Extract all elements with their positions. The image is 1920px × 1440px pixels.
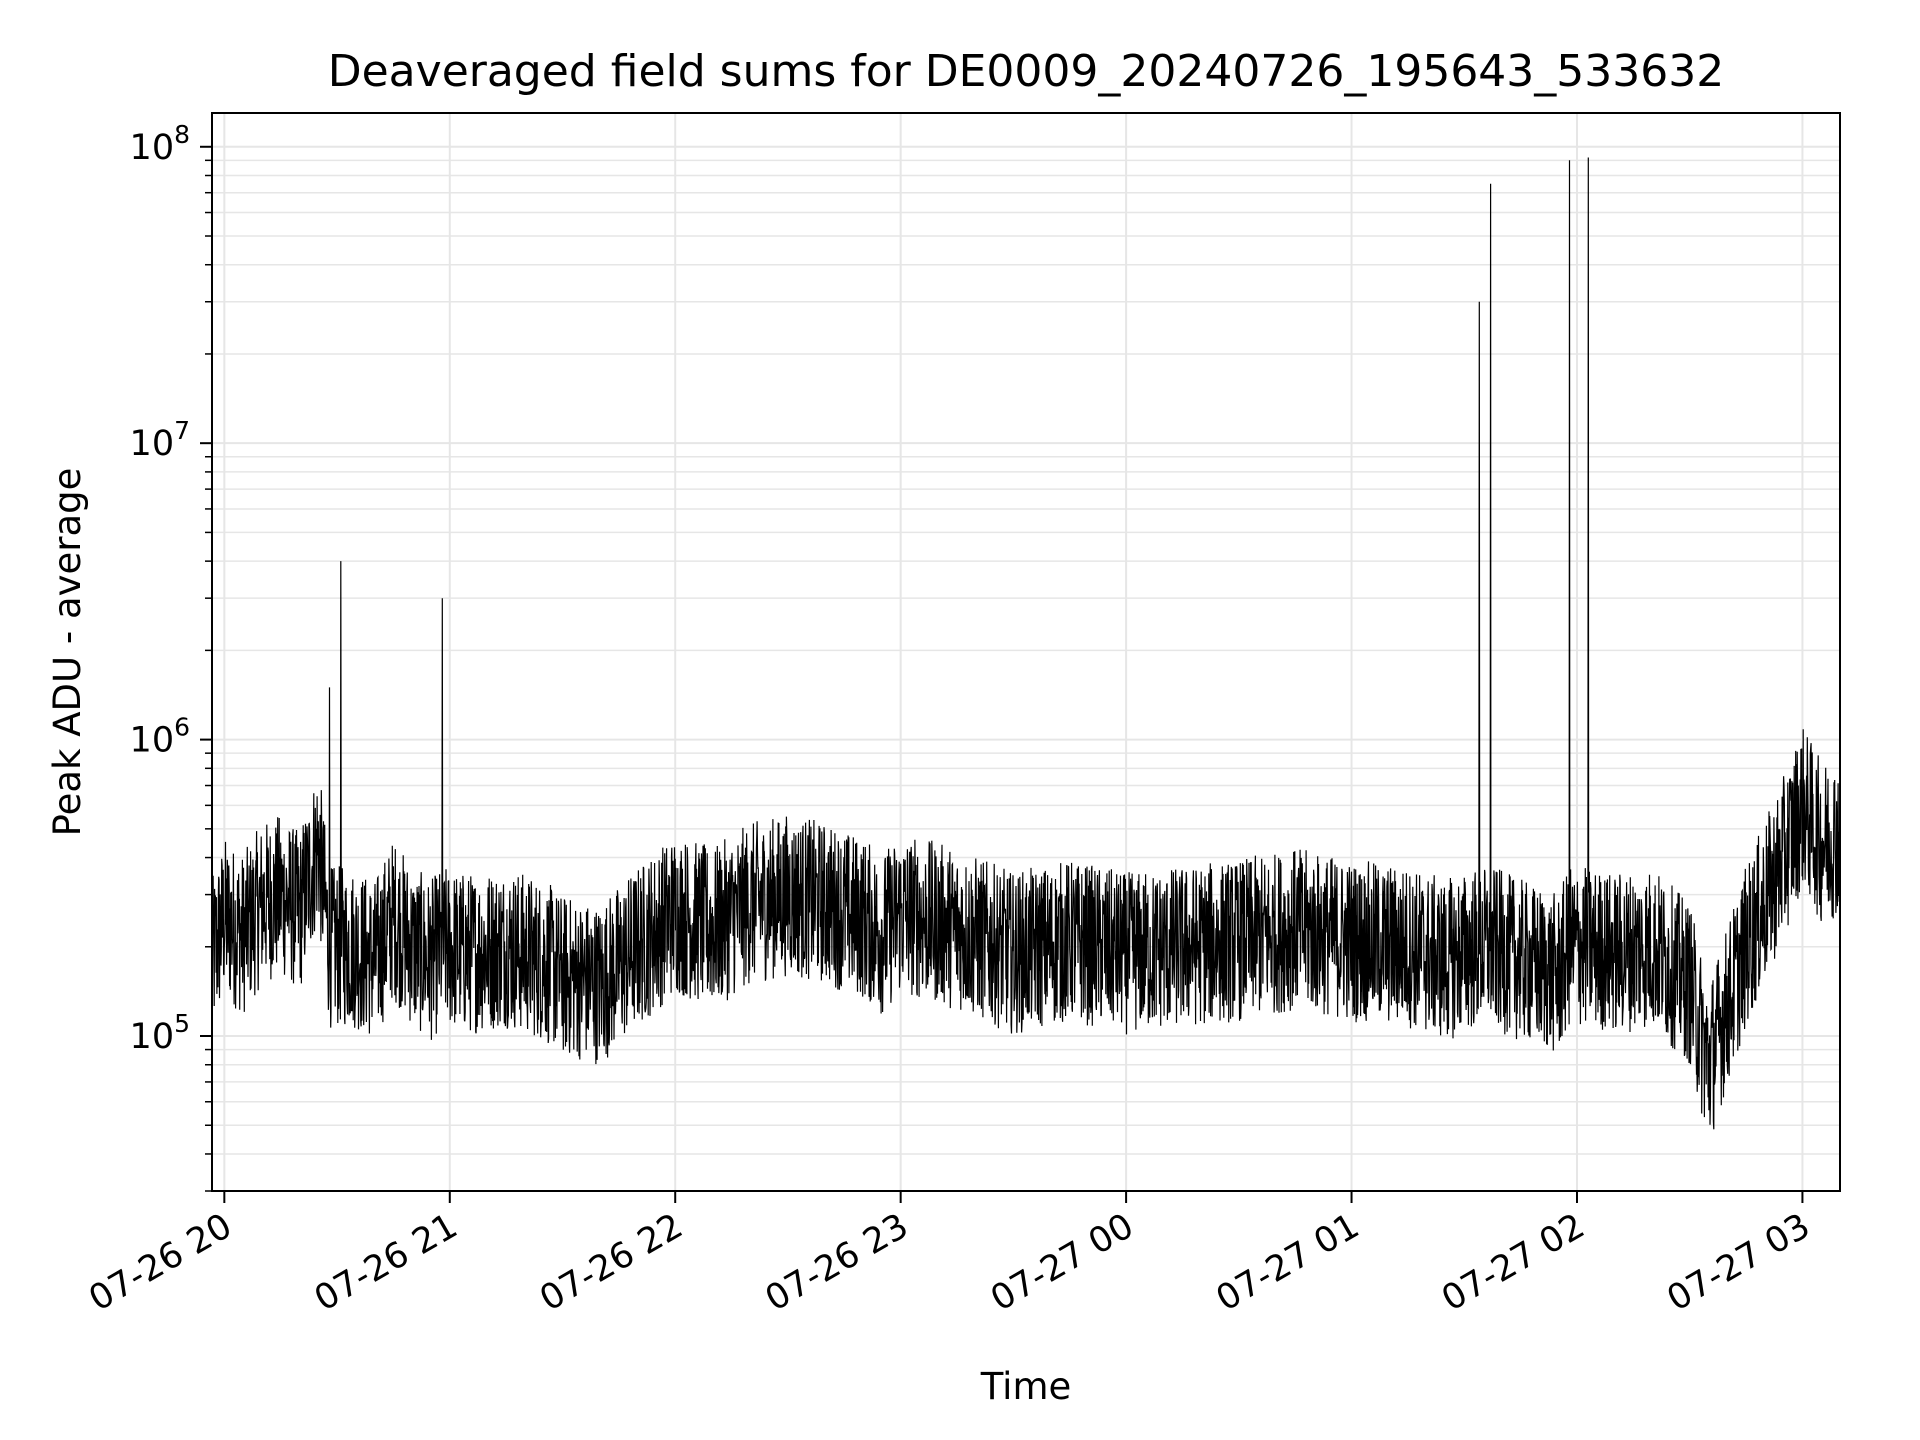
x-tick-label: 07-27 00 (984, 1206, 1140, 1319)
x-axis-label: Time (980, 1365, 1072, 1408)
x-tick-label: 07-27 02 (1435, 1206, 1591, 1319)
y-axis-label: Peak ADU - average (46, 468, 89, 837)
y-tick-label: 107 (130, 416, 190, 464)
chart-title: Deaveraged field sums for DE0009_2024072… (328, 46, 1725, 97)
y-tick-label: 106 (130, 713, 190, 761)
x-axis: 07-26 20 07-26 21 07-26 22 07-26 23 07-27 00… (83, 1191, 1817, 1319)
x-tick-label: 07-26 20 (83, 1206, 239, 1319)
plot-frame (211, 112, 1841, 1192)
x-tick-label: 07-27 03 (1661, 1206, 1817, 1319)
x-tick-label: 07-27 01 (1210, 1206, 1366, 1319)
grid (212, 113, 1840, 1192)
y-axis: 105 106 107 108 (130, 120, 212, 1192)
x-tick-label: 07-26 23 (759, 1206, 915, 1319)
x-tick-label: 07-26 22 (533, 1206, 689, 1319)
y-tick-label: 105 (130, 1009, 190, 1057)
y-tick-label: 108 (130, 120, 190, 168)
series-layer (211, 157, 1841, 1130)
series-line (211, 157, 1841, 1130)
x-tick-label: 07-26 21 (308, 1206, 464, 1319)
